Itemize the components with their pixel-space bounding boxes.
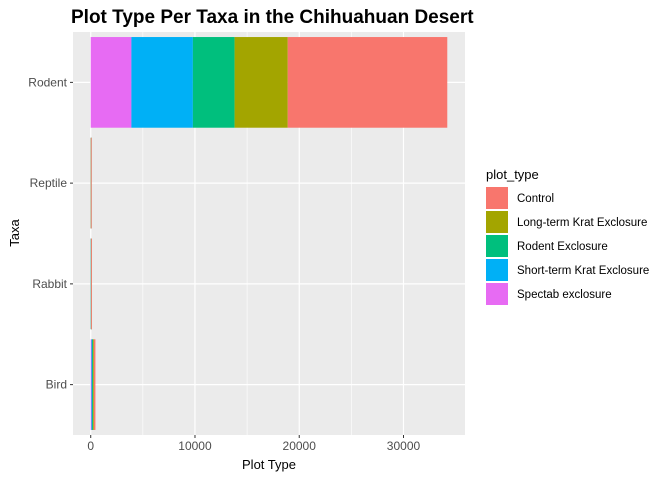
legend-label: Spectab exclosure bbox=[517, 289, 612, 301]
legend-swatch bbox=[486, 187, 508, 209]
legend-label: Control bbox=[517, 193, 554, 205]
y-tick-label: Rabbit bbox=[32, 277, 67, 291]
x-axis-ticks: 0 10000 20000 30000 bbox=[87, 435, 420, 453]
bar-segment bbox=[91, 339, 93, 430]
y-tick-label: Rodent bbox=[28, 75, 67, 89]
legend-swatch bbox=[486, 259, 508, 281]
x-tick-label: 30000 bbox=[387, 439, 421, 453]
x-tick-label: 0 bbox=[87, 439, 94, 453]
bar-segment bbox=[192, 37, 235, 128]
bar-segment bbox=[92, 339, 94, 430]
x-axis-title: Plot Type bbox=[242, 457, 296, 472]
y-axis-title: Taxa bbox=[7, 219, 22, 247]
chart-title: Plot Type Per Taxa in the Chihuahuan Des… bbox=[71, 7, 474, 28]
bars bbox=[90, 37, 448, 430]
legend-swatch bbox=[486, 211, 508, 233]
x-tick-label: 20000 bbox=[283, 439, 317, 453]
bar-segment bbox=[93, 339, 94, 430]
legend-swatch bbox=[486, 235, 508, 257]
bar-segment bbox=[91, 238, 92, 330]
y-tick-label: Reptile bbox=[30, 176, 68, 190]
legend-swatch bbox=[486, 283, 508, 305]
legend: plot_type Control Long-term Krat Exclosur… bbox=[486, 167, 649, 305]
y-tick-label: Bird bbox=[46, 378, 67, 392]
legend-label: Rodent Exclosure bbox=[517, 241, 608, 253]
bar-segment bbox=[234, 37, 288, 128]
legend-label: Long-term Krat Exclosure bbox=[517, 217, 647, 229]
x-tick-label: 10000 bbox=[178, 439, 212, 453]
legend-title: plot_type bbox=[486, 167, 539, 182]
bar-segment bbox=[131, 37, 193, 128]
y-axis-ticks: Bird Rabbit Reptile Rodent bbox=[28, 75, 73, 392]
bar-segment bbox=[90, 37, 132, 128]
bar-segment bbox=[90, 137, 92, 229]
legend-label: Short-term Krat Exclosure bbox=[517, 265, 649, 277]
bar-segment bbox=[93, 339, 96, 430]
bar-segment bbox=[287, 37, 448, 128]
bar-segment bbox=[90, 339, 92, 430]
